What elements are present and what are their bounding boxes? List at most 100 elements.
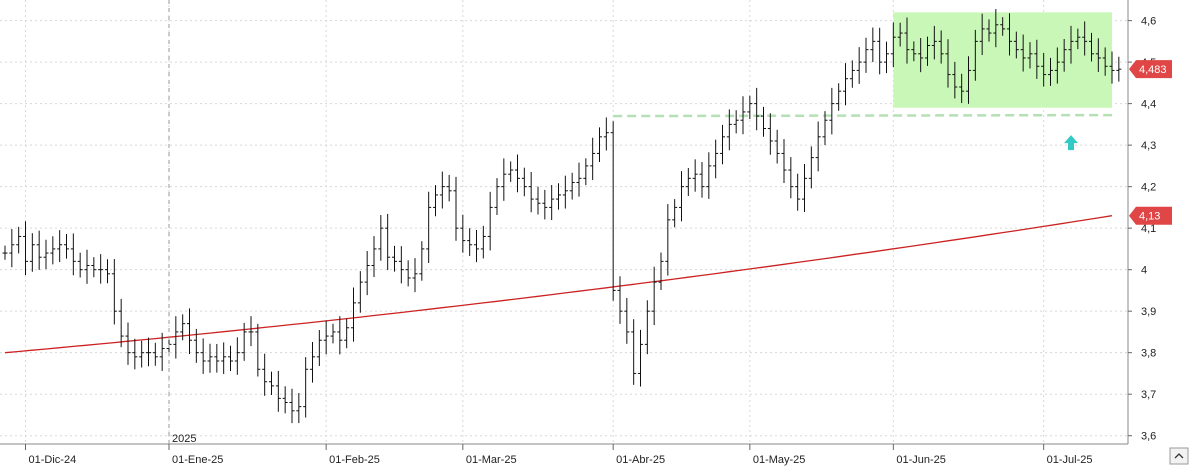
price-bar xyxy=(1041,52,1047,87)
y-tick-label: 4,6 xyxy=(1141,16,1156,28)
price-bar xyxy=(542,189,548,220)
price-bar xyxy=(9,229,15,268)
price-bar xyxy=(494,178,500,216)
price-bar xyxy=(64,233,69,259)
x-tick-label: 01-Jul-25 xyxy=(1047,454,1093,466)
price-bar xyxy=(665,204,671,276)
price-bar xyxy=(1109,51,1115,84)
price-bar xyxy=(84,249,90,284)
price-bar xyxy=(1020,34,1026,72)
price-bar xyxy=(474,230,479,263)
price-bar xyxy=(187,308,192,354)
price-bar xyxy=(207,343,213,373)
price-badge: 4,483 xyxy=(1129,60,1172,79)
resistance-layer xyxy=(613,113,1113,118)
y-tick-label: 4 xyxy=(1141,265,1147,277)
price-bar xyxy=(890,22,896,68)
price-bar xyxy=(152,342,158,366)
price-bar xyxy=(180,314,186,341)
price-bar xyxy=(351,287,356,342)
price-bar xyxy=(330,323,336,344)
price-bar xyxy=(446,174,452,202)
price-bar xyxy=(658,252,664,291)
price-bar xyxy=(453,176,459,241)
price-bar xyxy=(1095,38,1101,72)
price-bar xyxy=(241,322,247,361)
price-bar xyxy=(685,167,691,196)
price-bar xyxy=(535,186,541,215)
price-bar xyxy=(248,316,254,347)
price-bars xyxy=(2,9,1122,424)
price-bar xyxy=(931,25,937,60)
price-bar xyxy=(508,161,514,182)
price-bar xyxy=(870,27,876,63)
price-bar xyxy=(1102,47,1108,76)
price-bar xyxy=(385,213,391,271)
price-bar xyxy=(754,87,760,131)
price-bar xyxy=(959,73,965,104)
price-bar xyxy=(1089,32,1094,62)
y-tick-label: 3,7 xyxy=(1141,389,1156,401)
price-bar xyxy=(617,276,623,324)
price-bar xyxy=(139,340,145,368)
y-tick-label: 4,3 xyxy=(1141,140,1156,152)
arrow-layer xyxy=(1064,135,1078,151)
price-bar xyxy=(856,47,862,84)
price-bar xyxy=(644,300,650,355)
price-bar xyxy=(392,245,397,272)
corner-scroll-button[interactable] xyxy=(1169,447,1189,465)
price-bar xyxy=(884,41,889,74)
price-bar xyxy=(986,19,992,42)
y-axis-ticks: 4,64,54,44,34,24,143,93,83,73,6 xyxy=(1128,16,1156,443)
price-badge: 4,13 xyxy=(1129,206,1172,225)
price-bar xyxy=(706,152,712,199)
price-bar xyxy=(904,17,910,64)
x-tick-label: 01-Dic-24 xyxy=(29,454,77,466)
price-bar xyxy=(43,239,49,270)
y-tick-label: 3,9 xyxy=(1141,306,1156,318)
price-bar xyxy=(405,260,411,287)
price-bar xyxy=(836,83,842,111)
moving-average-line xyxy=(4,215,1113,354)
x-tick-label: 01-Mar-25 xyxy=(466,454,517,466)
price-bar xyxy=(788,157,794,199)
y-tick-label: 4,2 xyxy=(1141,182,1156,194)
price-bar xyxy=(501,158,507,201)
price-bar xyxy=(1068,25,1074,64)
price-bar xyxy=(337,316,343,355)
price-bar xyxy=(781,139,787,183)
price-bar xyxy=(255,323,261,377)
price-bar xyxy=(624,297,630,344)
price-bar xyxy=(1061,39,1067,72)
price-bar xyxy=(911,41,917,62)
price-bar xyxy=(808,146,814,189)
price-bar xyxy=(597,127,602,162)
price-bar xyxy=(1048,57,1053,86)
price-bar xyxy=(1000,17,1006,36)
price-bar xyxy=(29,233,35,272)
price-bar xyxy=(439,171,445,209)
price-bar xyxy=(269,371,274,396)
price-bar xyxy=(972,29,978,81)
price-bar xyxy=(610,121,616,301)
moving-average-layer xyxy=(4,215,1113,354)
price-bar xyxy=(843,63,848,106)
price-bar xyxy=(16,226,22,254)
price-bar xyxy=(193,328,199,363)
price-bar xyxy=(132,338,138,370)
price-bar xyxy=(631,319,637,385)
price-bar xyxy=(91,257,97,278)
price-bar xyxy=(467,228,473,256)
price-bar xyxy=(111,259,117,325)
price-bar xyxy=(747,95,753,120)
price-bar xyxy=(460,214,466,253)
price-bar xyxy=(118,298,124,348)
price-bar xyxy=(125,322,131,365)
y-tick-label: 4,4 xyxy=(1141,99,1156,111)
chevron-icon xyxy=(1174,453,1184,459)
price-bar xyxy=(412,258,418,293)
price-bar xyxy=(945,39,951,88)
price-bar xyxy=(146,337,151,367)
price-bar xyxy=(849,60,855,88)
x-tick-label: 01-Abr-25 xyxy=(616,454,665,466)
